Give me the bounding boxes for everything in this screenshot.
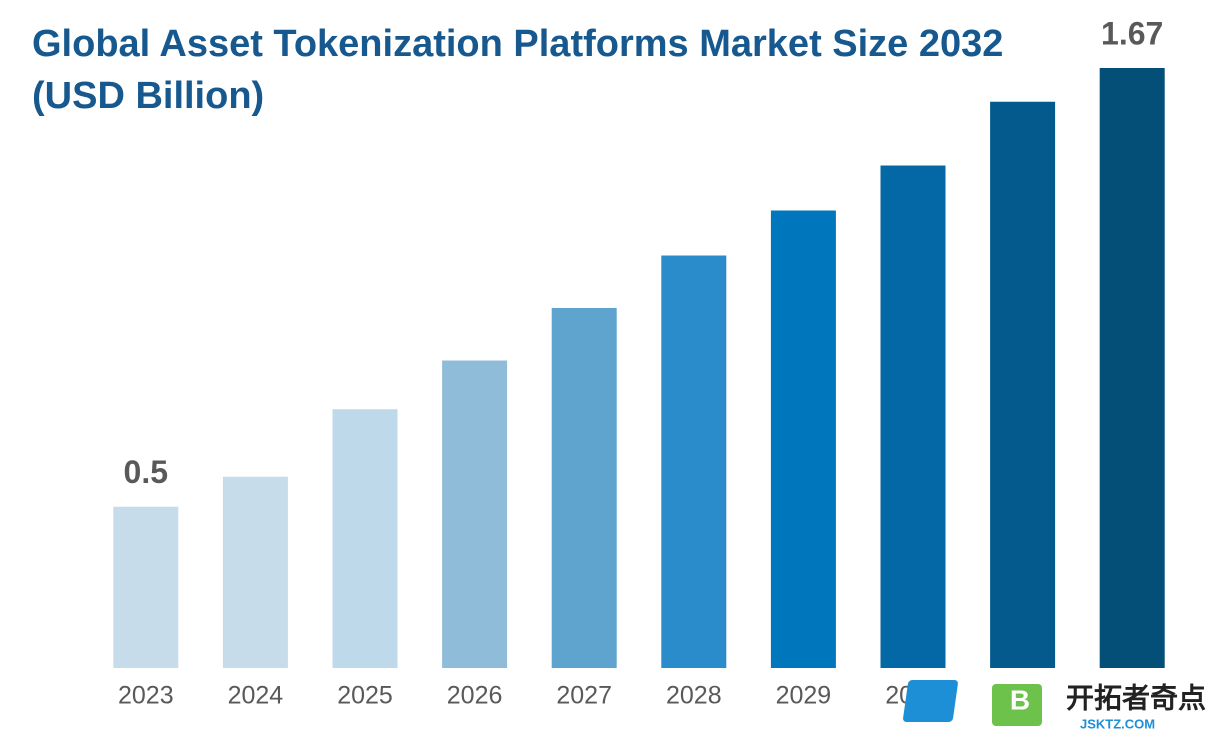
bar [661, 255, 727, 668]
bar [990, 101, 1056, 668]
logo-back [992, 684, 1042, 726]
x-tick-label: 2025 [337, 682, 393, 710]
bar [880, 165, 946, 668]
x-tick-label: 2026 [447, 682, 503, 710]
x-tick-label: 2023 [118, 682, 174, 710]
bar [113, 506, 179, 668]
bar [222, 476, 288, 668]
x-tick-label: 2028 [666, 682, 722, 710]
bar [551, 308, 617, 668]
watermark: B 开拓者奇点 JSKTZ.COM [903, 680, 1206, 731]
x-tick-label: 2024 [228, 682, 284, 710]
bar [442, 360, 508, 668]
logo-letter: B [1010, 684, 1030, 715]
watermark-name: 开拓者奇点 [1066, 682, 1206, 713]
bar [1099, 68, 1165, 668]
bar [332, 409, 398, 668]
logo-front [903, 680, 958, 722]
value-label: 1.67 [1101, 15, 1163, 51]
bar [770, 210, 836, 668]
value-label: 0.5 [124, 454, 168, 490]
x-tick-label: 2029 [776, 682, 832, 710]
watermark-site: JSKTZ.COM [1080, 716, 1155, 731]
x-tick-label: 2027 [556, 682, 612, 710]
chart-title: Global Asset Tokenization Platforms Mark… [32, 23, 1004, 117]
